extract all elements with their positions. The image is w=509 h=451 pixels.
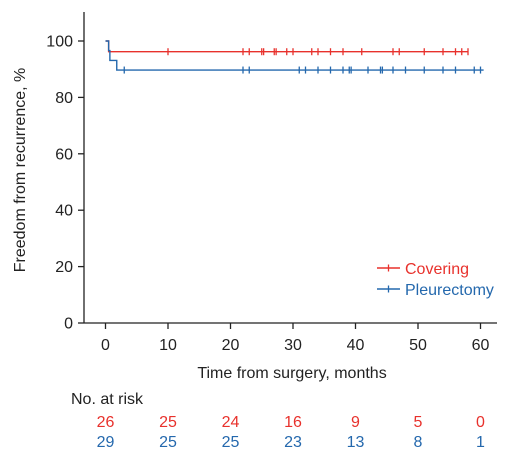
risk-value-covering: 24 <box>222 414 240 431</box>
series-pleurectomy <box>105 40 484 74</box>
x-tick-label: 10 <box>159 337 177 354</box>
x-axis-label: Time from surgery, months <box>197 365 386 382</box>
y-axis: 0 20 40 60 80 100 <box>46 12 85 333</box>
risk-value-pleurectomy: 29 <box>97 434 115 451</box>
risk-value-covering: 25 <box>159 414 177 431</box>
risk-value-covering: 26 <box>97 414 115 431</box>
risk-value-covering: 0 <box>476 414 485 431</box>
series-covering <box>105 40 469 56</box>
y-axis-label: Freedom from recurrence, % <box>12 68 29 273</box>
x-tick-label: 0 <box>101 337 110 354</box>
legend-label-pleurectomy: Pleurectomy <box>405 282 494 299</box>
x-tick-label: 40 <box>347 337 365 354</box>
risk-value-covering: 5 <box>414 414 423 431</box>
risk-value-pleurectomy: 13 <box>347 434 365 451</box>
risk-value-covering: 16 <box>284 414 302 431</box>
y-tick-label: 60 <box>55 146 73 163</box>
risk-value-pleurectomy: 8 <box>414 434 423 451</box>
risk-table-title: No. at risk <box>71 391 144 408</box>
risk-table: 26 25 24 16 9 5 0 29 25 25 23 13 8 1 <box>97 414 485 451</box>
y-tick-label: 20 <box>55 259 73 276</box>
legend-label-covering: Covering <box>405 261 469 278</box>
survival-curve-pleurectomy <box>105 40 484 71</box>
legend: Covering Pleurectomy <box>377 261 494 299</box>
risk-value-covering: 9 <box>351 414 360 431</box>
risk-value-pleurectomy: 25 <box>159 434 177 451</box>
risk-value-pleurectomy: 1 <box>476 434 485 451</box>
y-tick-label: 100 <box>46 34 73 51</box>
x-tick-label: 30 <box>284 337 302 354</box>
x-tick-label: 20 <box>222 337 240 354</box>
risk-value-pleurectomy: 25 <box>222 434 240 451</box>
risk-value-pleurectomy: 23 <box>284 434 302 451</box>
y-tick-label: 40 <box>55 203 73 220</box>
x-tick-label: 60 <box>472 337 490 354</box>
y-tick-label: 0 <box>64 316 73 333</box>
series-group <box>105 40 484 74</box>
x-axis: 0 10 20 30 40 50 60 <box>84 322 497 354</box>
x-tick-label: 50 <box>409 337 427 354</box>
y-tick-label: 80 <box>55 90 73 107</box>
